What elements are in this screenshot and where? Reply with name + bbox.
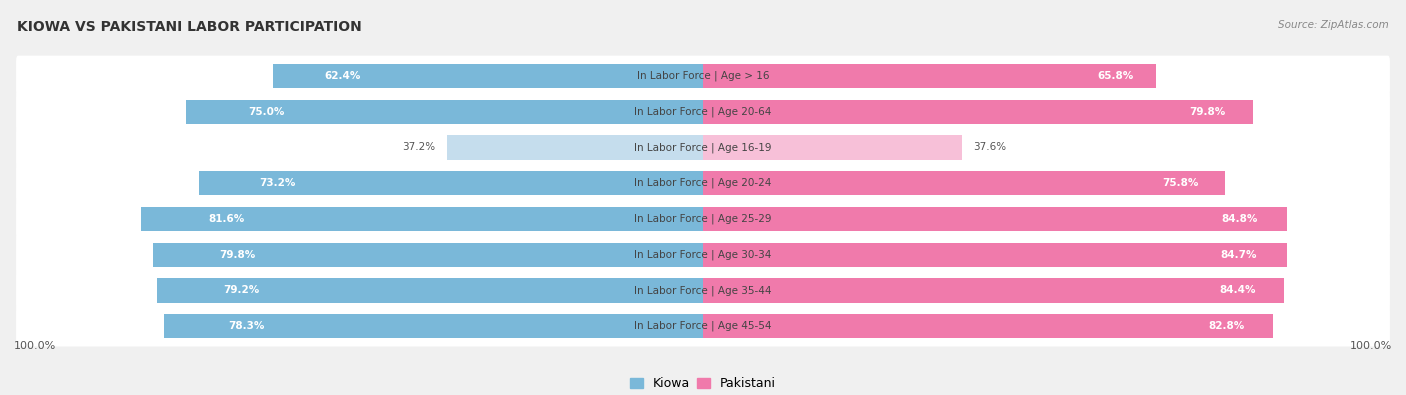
Bar	[141, 207, 703, 231]
FancyBboxPatch shape	[15, 56, 1391, 96]
FancyBboxPatch shape	[15, 127, 1391, 168]
Text: In Labor Force | Age > 16: In Labor Force | Age > 16	[637, 71, 769, 81]
Text: 78.3%: 78.3%	[228, 321, 264, 331]
FancyBboxPatch shape	[15, 306, 1391, 346]
Text: 81.6%: 81.6%	[208, 214, 245, 224]
Bar	[447, 135, 703, 160]
Text: In Labor Force | Age 30-34: In Labor Force | Age 30-34	[634, 249, 772, 260]
Text: 84.7%: 84.7%	[1220, 250, 1257, 260]
Text: In Labor Force | Age 35-44: In Labor Force | Age 35-44	[634, 285, 772, 296]
Bar	[703, 171, 1225, 196]
Text: 84.8%: 84.8%	[1222, 214, 1258, 224]
Text: 73.2%: 73.2%	[259, 178, 295, 188]
FancyBboxPatch shape	[15, 91, 1391, 132]
Text: 79.8%: 79.8%	[219, 250, 256, 260]
Bar	[186, 100, 703, 124]
FancyBboxPatch shape	[15, 234, 1391, 275]
Bar	[703, 314, 1274, 338]
Text: 100.0%: 100.0%	[1350, 341, 1392, 351]
Text: 100.0%: 100.0%	[14, 341, 56, 351]
Text: In Labor Force | Age 20-64: In Labor Force | Age 20-64	[634, 107, 772, 117]
Text: 84.4%: 84.4%	[1219, 286, 1256, 295]
Bar	[703, 100, 1253, 124]
Bar	[163, 314, 703, 338]
Bar	[703, 64, 1156, 88]
Bar	[703, 243, 1286, 267]
Text: 75.0%: 75.0%	[249, 107, 284, 117]
Bar	[153, 243, 703, 267]
Text: In Labor Force | Age 25-29: In Labor Force | Age 25-29	[634, 214, 772, 224]
Text: 79.2%: 79.2%	[222, 286, 259, 295]
Legend: Kiowa, Pakistani: Kiowa, Pakistani	[626, 372, 780, 395]
Bar	[703, 278, 1285, 303]
Text: 75.8%: 75.8%	[1163, 178, 1199, 188]
Bar	[703, 207, 1288, 231]
Text: In Labor Force | Age 45-54: In Labor Force | Age 45-54	[634, 321, 772, 331]
Bar	[198, 171, 703, 196]
FancyBboxPatch shape	[15, 270, 1391, 311]
FancyBboxPatch shape	[15, 199, 1391, 239]
Bar	[157, 278, 703, 303]
Text: Source: ZipAtlas.com: Source: ZipAtlas.com	[1278, 20, 1389, 30]
Text: 62.4%: 62.4%	[325, 71, 361, 81]
Bar	[273, 64, 703, 88]
Text: In Labor Force | Age 20-24: In Labor Force | Age 20-24	[634, 178, 772, 188]
Text: KIOWA VS PAKISTANI LABOR PARTICIPATION: KIOWA VS PAKISTANI LABOR PARTICIPATION	[17, 20, 361, 34]
Text: 79.8%: 79.8%	[1189, 107, 1225, 117]
Text: 37.6%: 37.6%	[973, 143, 1007, 152]
Bar	[703, 135, 962, 160]
Text: 37.2%: 37.2%	[402, 143, 436, 152]
FancyBboxPatch shape	[15, 163, 1391, 203]
Text: 82.8%: 82.8%	[1209, 321, 1244, 331]
Text: In Labor Force | Age 16-19: In Labor Force | Age 16-19	[634, 142, 772, 153]
Text: 65.8%: 65.8%	[1098, 71, 1133, 81]
